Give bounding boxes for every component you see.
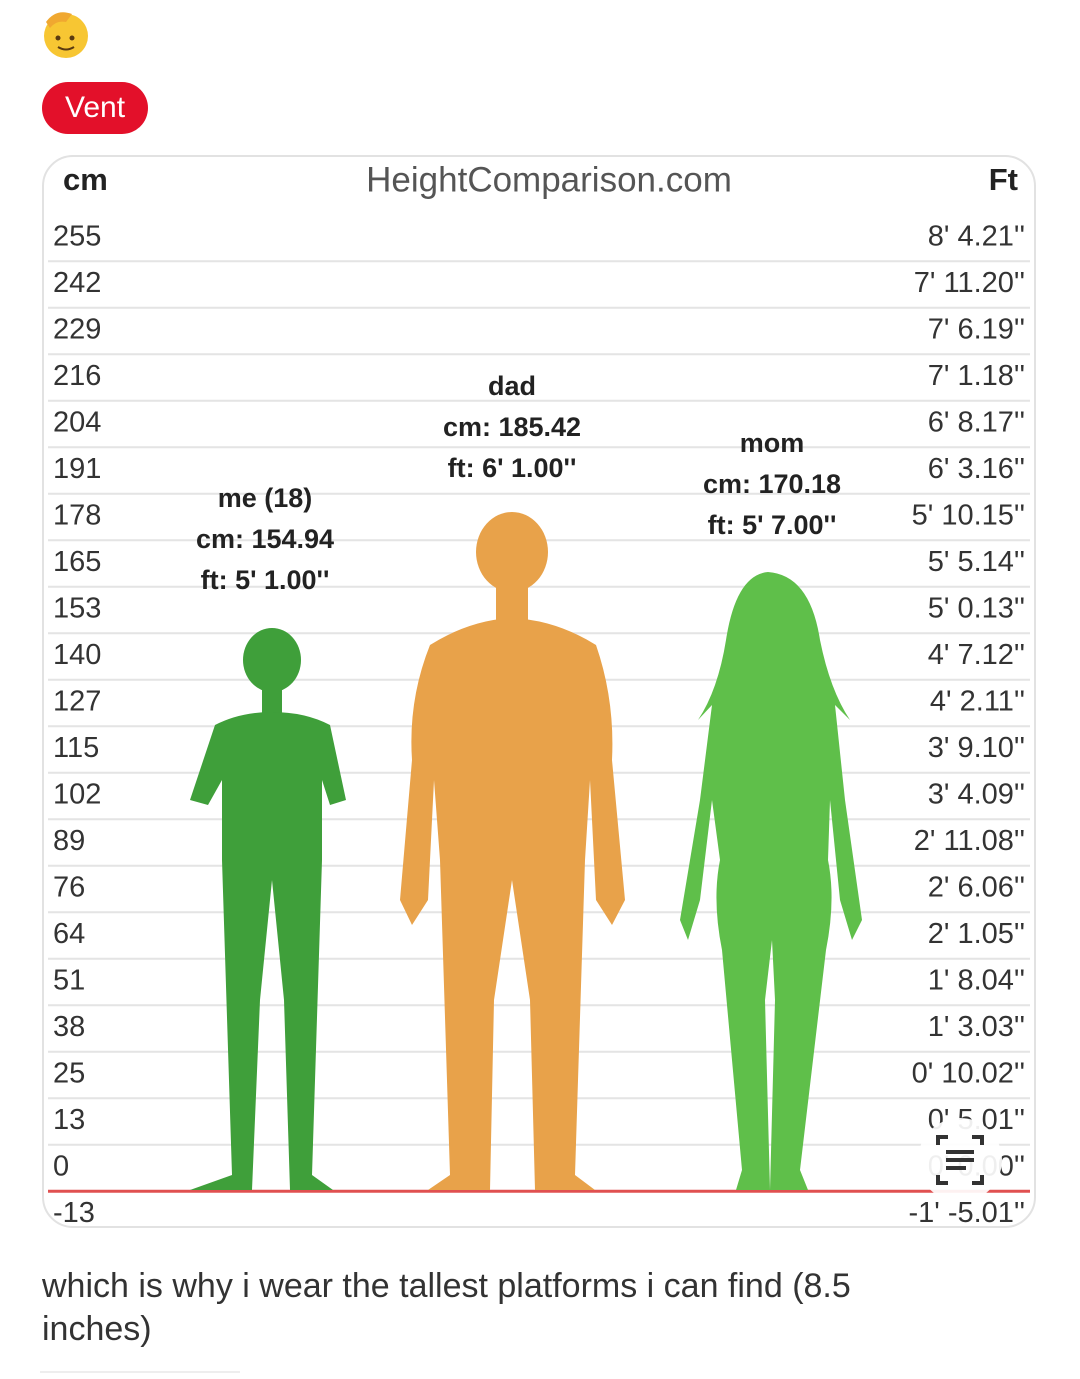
ft-tick: 4' 7.12''	[928, 639, 1025, 671]
person-cm: cm: 170.18	[703, 469, 841, 499]
cm-tick: 255	[53, 221, 101, 253]
ft-tick: 3' 4.09''	[928, 779, 1025, 811]
site-name: HeightComparison.com	[366, 160, 732, 199]
person-ft: ft: 5' 1.00''	[201, 565, 330, 595]
ft-tick: 6' 8.17''	[928, 407, 1025, 439]
ft-tick: 5' 5.14''	[928, 546, 1025, 578]
cm-tick: 127	[53, 686, 101, 718]
dad-silhouette	[400, 512, 625, 1190]
person-name: dad	[488, 371, 536, 401]
cm-tick: 165	[53, 546, 101, 578]
salute-emoji	[44, 12, 88, 58]
ft-tick: 7' 6.19''	[928, 314, 1025, 346]
ft-tick: 2' 6.06''	[928, 872, 1025, 904]
cm-tick: 115	[53, 732, 99, 764]
cm-tick: 51	[53, 965, 85, 997]
tag-pill[interactable]	[42, 82, 148, 134]
ft-tick: 2' 11.08''	[914, 825, 1025, 857]
cm-tick: 89	[53, 825, 85, 857]
tag-text[interactable]: Vent	[65, 91, 126, 124]
cm-tick: 38	[53, 1011, 85, 1043]
cm-header: cm	[63, 162, 108, 197]
me-silhouette	[190, 628, 346, 1190]
ft-tick: -1' -5.01''	[908, 1197, 1025, 1229]
ft-tick: 0' 10.02''	[912, 1058, 1025, 1090]
person-labels: me (18) cm: 154.94 ft: 5' 1.00'' dad cm: 185…	[196, 371, 841, 595]
cm-tick: 102	[53, 779, 101, 811]
cm-tick: 153	[53, 593, 101, 625]
person-name: me (18)	[218, 483, 313, 513]
caption: which is why i wear the tallest platform…	[41, 1267, 851, 1348]
cm-tick: 229	[53, 314, 101, 346]
ft-tick: 1' 8.04''	[928, 965, 1025, 997]
ft-tick: 4' 2.11''	[930, 686, 1025, 718]
ft-tick: 7' 11.20''	[914, 267, 1025, 299]
cm-tick: 191	[53, 453, 101, 485]
ft-tick: 3' 9.10''	[928, 732, 1025, 764]
person-name: mom	[740, 428, 805, 458]
ft-tick: 6' 3.16''	[928, 453, 1025, 485]
person-cm: cm: 185.42	[443, 412, 581, 442]
person-ft: ft: 6' 1.00''	[448, 453, 577, 483]
ft-header: Ft	[989, 162, 1018, 197]
cm-tick: 64	[53, 918, 85, 950]
cm-tick: 204	[53, 407, 101, 439]
ft-tick: 5' 0.13''	[928, 593, 1025, 625]
cm-tick: 178	[53, 500, 101, 532]
cm-tick: 242	[53, 267, 101, 299]
cm-tick: 25	[53, 1058, 85, 1090]
scan-button[interactable]	[918, 1118, 1002, 1202]
mom-silhouette	[680, 572, 862, 1190]
person-ft: ft: 5' 7.00''	[708, 510, 837, 540]
ft-tick: 1' 3.03''	[928, 1011, 1025, 1043]
ft-tick: 7' 1.18''	[928, 360, 1025, 392]
ft-tick: 2' 1.05''	[928, 918, 1025, 950]
cm-tick: 13	[53, 1104, 85, 1136]
cm-tick: 0	[53, 1151, 69, 1183]
cm-tick: 140	[53, 639, 101, 671]
ft-tick: 5' 10.15''	[912, 500, 1025, 532]
cm-tick: 76	[53, 872, 85, 904]
ft-tick: 8' 4.21''	[928, 221, 1025, 253]
person-cm: cm: 154.94	[196, 524, 334, 554]
cm-tick: -13	[53, 1197, 95, 1229]
cm-tick: 216	[53, 360, 101, 392]
